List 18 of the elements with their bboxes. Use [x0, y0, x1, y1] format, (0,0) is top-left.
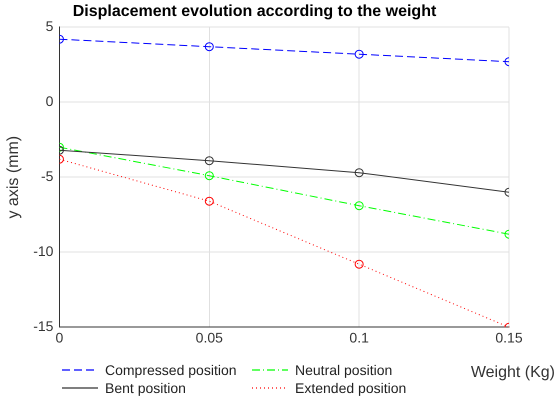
y-tick-label: 0: [46, 93, 54, 110]
x-tick-label: 0: [56, 329, 64, 346]
point: [354, 260, 364, 269]
x-tick-label: 0.1: [349, 329, 370, 346]
y-tick-label: -10: [33, 243, 54, 260]
x-tick-label: 0.15: [495, 329, 523, 346]
legend-label: Neutral position: [295, 362, 392, 378]
point: [204, 196, 214, 206]
y-axis-title: y axis (mm): [5, 136, 22, 219]
y-tick-label: -15: [33, 318, 54, 334]
legend-label: Compressed position: [105, 362, 237, 378]
y-tick-label: 5: [46, 18, 54, 34]
x-tick-label: 0.05: [196, 329, 224, 346]
chart-title: Displacement evolution according to the weight: [72, 3, 437, 20]
y-tick-label: -5: [40, 168, 54, 184]
legend-label: Extended position: [295, 380, 406, 396]
legend-label: Bent position: [105, 380, 186, 396]
x-axis-title: Weight (Kg): [470, 364, 555, 382]
